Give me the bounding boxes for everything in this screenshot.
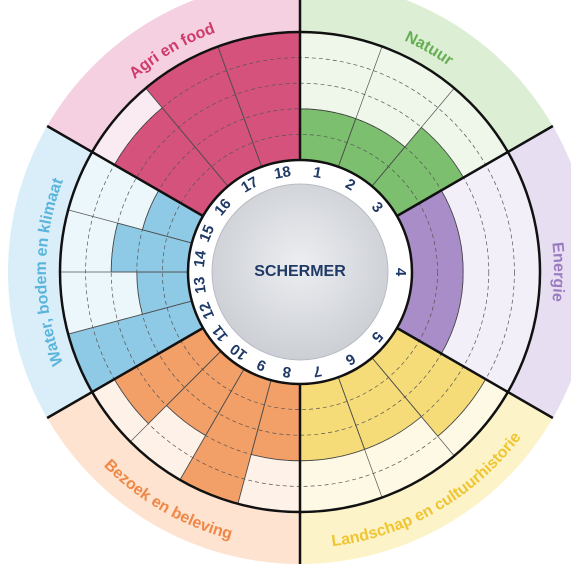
label-band — [507, 126, 571, 418]
segment-divider — [68, 209, 192, 244]
segment-divider — [130, 350, 222, 442]
group-label-text: Energie — [548, 241, 567, 302]
segment-divider — [145, 87, 229, 187]
segment-divider — [371, 357, 455, 457]
segment-number: 12 — [196, 300, 218, 322]
label-band — [47, 392, 301, 564]
segment-number: 1 — [312, 164, 323, 182]
label-band — [300, 392, 553, 564]
segment-number: 8 — [282, 363, 292, 381]
segment-divider — [68, 300, 192, 335]
outer-ring — [58, 30, 542, 514]
segment-number: 17 — [238, 173, 261, 196]
segment-divider — [337, 46, 383, 167]
segment-number: 14 — [191, 249, 210, 268]
segment-divider — [371, 87, 455, 187]
segment-number: 7 — [312, 362, 323, 380]
group-divider — [396, 124, 554, 218]
segment-divider — [237, 380, 272, 504]
segment-divider — [217, 46, 263, 167]
group-divider — [46, 326, 204, 420]
group-divider — [396, 326, 554, 420]
label-band — [300, 0, 553, 152]
group-label: Energie — [548, 241, 567, 302]
label-band — [47, 0, 300, 152]
segment-number: 10 — [227, 340, 251, 364]
segment-divider — [337, 377, 383, 498]
hub-core — [211, 183, 389, 361]
segment-number: 13 — [191, 276, 210, 295]
segment-number: 4 — [392, 268, 409, 277]
grid-ring — [162, 134, 438, 410]
segment-divider — [179, 368, 245, 481]
group-divider — [46, 124, 204, 218]
center-title: SCHERMER — [254, 263, 346, 280]
segment-number: 15 — [196, 223, 218, 245]
segment-number: 18 — [273, 163, 292, 183]
